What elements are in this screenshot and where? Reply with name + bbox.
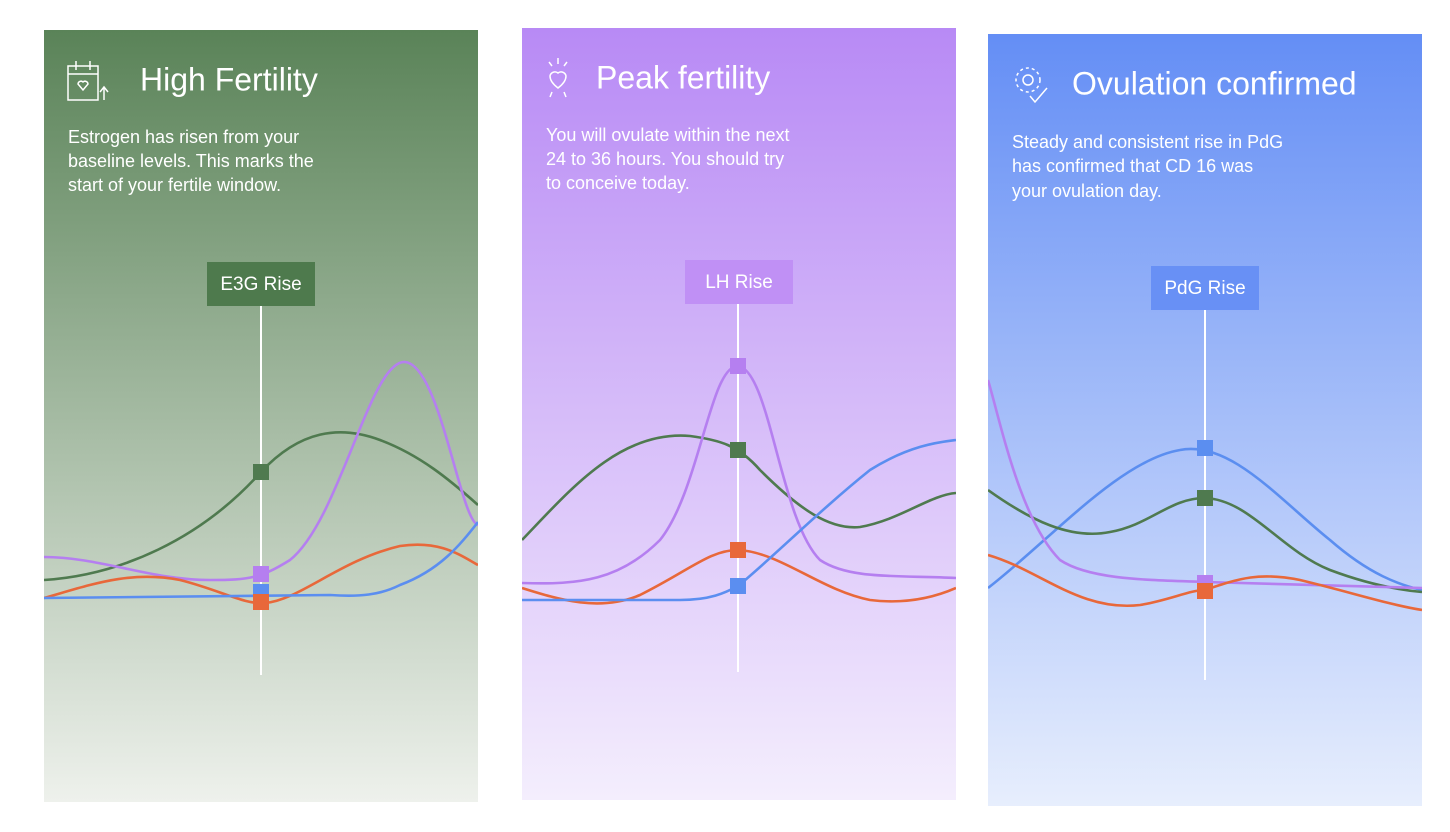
card-text: has confirmed that CD 16 was (1012, 156, 1253, 176)
card-title: Peak fertility (596, 59, 770, 95)
card-title: High Fertility (140, 61, 318, 97)
label-box (1151, 266, 1259, 310)
heart-icon (548, 58, 568, 98)
card-text: to conceive today. (546, 173, 690, 193)
point (730, 442, 746, 458)
curve (988, 447, 1422, 592)
label: E3G Rise (220, 274, 301, 295)
point (253, 566, 269, 582)
point (730, 542, 746, 558)
curve (44, 521, 478, 600)
card-text: baseline levels. This marks the (68, 151, 314, 171)
point (1197, 583, 1213, 599)
curve (44, 430, 478, 582)
card-text: your ovulation day. (1012, 181, 1162, 201)
point (253, 464, 269, 480)
calendar-icon (67, 61, 109, 101)
ovulation-icon (1015, 67, 1048, 104)
point (1197, 440, 1213, 456)
card: Ovulation confirmed Steady and consisten… (988, 34, 1422, 806)
curve (522, 438, 956, 602)
card-text: Estrogen has risen from your (68, 127, 299, 147)
card-text: You will ovulate within the next (546, 125, 789, 145)
label: PdG Rise (1164, 278, 1245, 299)
card-text: start of your fertile window. (68, 175, 281, 195)
curve (522, 434, 956, 541)
label-box (207, 262, 315, 306)
card: High Fertility Estrogen has risen from y… (44, 30, 478, 802)
curve (44, 360, 478, 582)
card: Peak fertility You will ovulate within t… (522, 28, 956, 800)
label: LH Rise (705, 272, 773, 293)
curve (988, 379, 1422, 590)
card-text: Steady and consistent rise in PdG (1012, 132, 1283, 152)
point (1197, 490, 1213, 506)
point (730, 358, 746, 374)
card-text: 24 to 36 hours. You should try (546, 149, 784, 169)
point (730, 578, 746, 594)
label-box (685, 260, 793, 304)
point (253, 594, 269, 610)
card-title: Ovulation confirmed (1072, 65, 1357, 101)
